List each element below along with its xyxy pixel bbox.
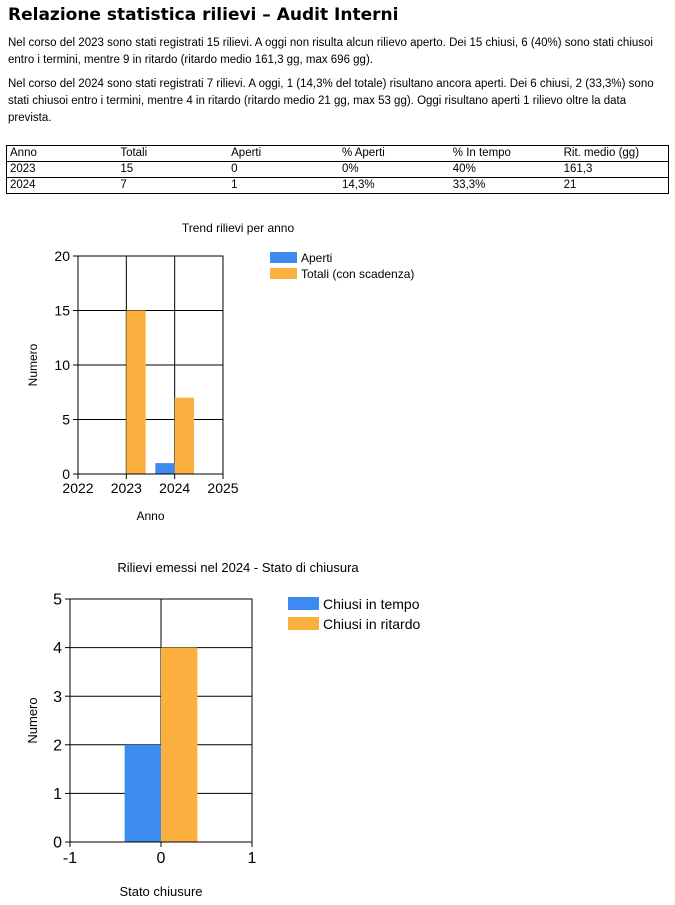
table-cell: 14,3% xyxy=(338,177,450,194)
table-header-cell: Rit. medio (gg) xyxy=(560,145,669,162)
x-tick-label: 2022 xyxy=(62,480,93,496)
table-cell: 15 xyxy=(117,161,229,178)
table-cell: 2024 xyxy=(6,177,118,194)
y-tick-label: 10 xyxy=(54,357,70,373)
x-tick-label: -1 xyxy=(63,850,77,867)
stats-table: Anno Totali Aperti % Aperti % In tempo R… xyxy=(6,145,669,194)
y-tick-label: 15 xyxy=(54,302,70,318)
legend-label: Chiusi in tempo xyxy=(323,596,420,612)
table-cell: 21 xyxy=(560,177,669,194)
plot-frame xyxy=(69,598,253,843)
legend-swatch xyxy=(270,268,297,279)
y-tick-label: 4 xyxy=(53,640,62,657)
y-tick-label: 5 xyxy=(53,592,62,609)
table-row: 2024 7 1 14,3% 33,3% 21 xyxy=(6,177,669,194)
table-header-cell: % In tempo xyxy=(449,145,561,162)
table-header-cell: Totali xyxy=(117,145,229,162)
x-tick-label: 0 xyxy=(157,850,166,867)
bar-totali-con-scadenza- xyxy=(174,397,194,474)
bar-aperti xyxy=(155,463,175,474)
x-tick-label: 2023 xyxy=(111,480,142,496)
trend-chart: Trend rilievi per anno 0 5 10 15 20 2022 2023 20… xyxy=(26,221,414,523)
bar-chiusi-in-tempo xyxy=(124,744,161,842)
table-cell: 33,3% xyxy=(449,177,561,194)
y-tick-label: 0 xyxy=(53,835,62,852)
x-axis-label: Stato chiusure xyxy=(119,884,202,899)
legend-swatch xyxy=(288,617,319,630)
table-header-cell: Anno xyxy=(6,145,118,162)
paragraph-2024: Nel corso del 2024 sono stati registrati… xyxy=(8,78,654,124)
paragraph-2023: Nel corso del 2023 sono stati registrati… xyxy=(8,37,653,66)
table-header-cell: % Aperti xyxy=(338,145,450,162)
x-axis-label: Anno xyxy=(136,509,164,523)
bar-chiusi-in-ritardo xyxy=(161,647,198,842)
table-cell: 40% xyxy=(449,161,561,178)
y-tick-label: 3 xyxy=(53,689,62,706)
x-tick-label: 2024 xyxy=(159,480,190,496)
legend-swatch xyxy=(270,252,297,263)
legend-swatch xyxy=(288,597,319,610)
table-cell: 0% xyxy=(338,161,450,178)
table-header-cell: Aperti xyxy=(228,145,339,162)
y-tick-label: 2 xyxy=(53,737,62,754)
y-axis-label: Numero xyxy=(26,343,40,386)
y-tick-label: 0 xyxy=(62,466,70,482)
report-title: Relazione statistica rilievi – Audit Int… xyxy=(8,5,399,25)
y-tick-label: 20 xyxy=(54,248,70,264)
y-tick-label: 1 xyxy=(53,786,62,803)
closure-status-chart: Rilievi emessi nel 2024 - Stato di chius… xyxy=(25,560,420,899)
legend-label: Chiusi in ritardo xyxy=(323,616,420,632)
chart-title: Trend rilievi per anno xyxy=(182,221,295,235)
table-cell: 2023 xyxy=(6,161,118,178)
table-row: 2023 15 0 0% 40% 161,3 xyxy=(6,161,669,178)
plot-frame xyxy=(77,255,224,475)
table-cell: 161,3 xyxy=(560,161,669,178)
table-cell: 7 xyxy=(117,177,229,194)
legend-label: Totali (con scadenza) xyxy=(301,267,414,281)
y-tick-label: 5 xyxy=(62,411,70,427)
legend-label: Aperti xyxy=(301,251,332,265)
table-cell: 1 xyxy=(228,177,339,194)
x-tick-label: 1 xyxy=(248,850,257,867)
table-cell: 0 xyxy=(228,161,339,178)
x-tick-label: 2025 xyxy=(207,480,238,496)
bar-totali-con-scadenza- xyxy=(126,310,146,474)
table-header-row: Anno Totali Aperti % Aperti % In tempo R… xyxy=(6,145,669,162)
chart-title: Rilievi emessi nel 2024 - Stato di chius… xyxy=(117,560,359,575)
y-axis-label: Numero xyxy=(25,697,40,743)
